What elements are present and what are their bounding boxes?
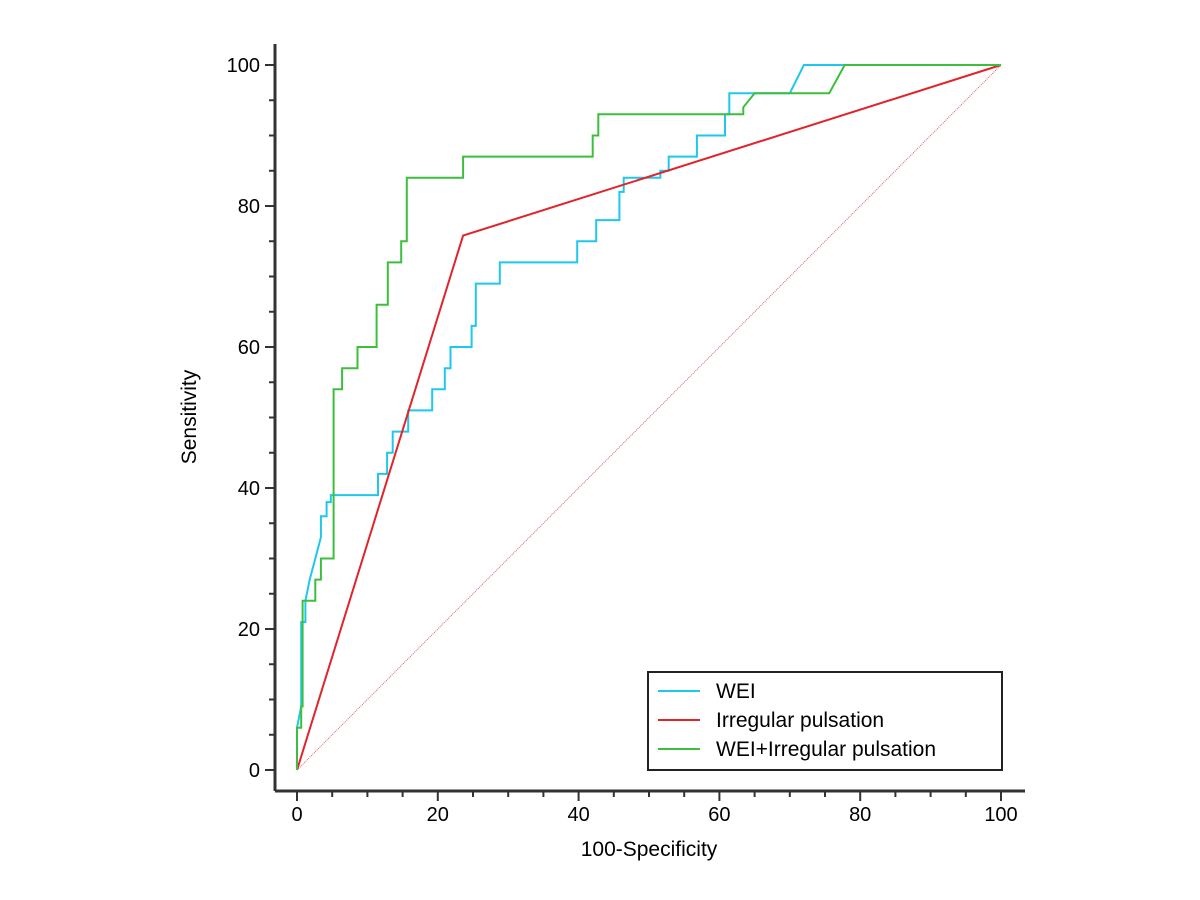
wei-irregular-pulsation-roc-line [296, 64, 1001, 770]
x-tick-label: 60 [708, 804, 730, 826]
y-tick-label: 100 [227, 55, 260, 77]
ticks: 0 20 40 60 80 100 0 20 40 60 80 100 [227, 55, 1018, 826]
y-tick-label: 0 [249, 760, 260, 782]
legend-label-wei: WEI [716, 680, 756, 703]
legend: WEI Irregular pulsation WEI+Irregular pu… [647, 671, 1003, 771]
x-tick-label: 0 [291, 804, 302, 826]
x-tick-label: 80 [849, 804, 871, 826]
x-tick-label: 40 [567, 804, 589, 826]
legend-label-irregular-pulsation: Irregular pulsation [716, 709, 884, 732]
legend-label-wei-irregular-pulsation: WEI+Irregular pulsation [716, 738, 936, 761]
x-axis-title: 100-Specificity [581, 838, 718, 861]
wei-roc-line [296, 64, 1001, 770]
y-tick-label: 60 [238, 337, 260, 359]
irregular-pulsation-roc-line [296, 64, 1002, 771]
y-axis-title: Sensitivity [178, 369, 201, 464]
x-tick-label: 100 [984, 804, 1017, 826]
y-tick-label: 80 [238, 196, 260, 218]
plot-area [296, 64, 1002, 771]
y-tick-label: 40 [238, 478, 260, 500]
legend-box [647, 671, 1003, 771]
y-tick-label: 20 [238, 619, 260, 641]
x-tick-label: 20 [427, 804, 449, 826]
reference-diagonal-line [296, 64, 1002, 771]
